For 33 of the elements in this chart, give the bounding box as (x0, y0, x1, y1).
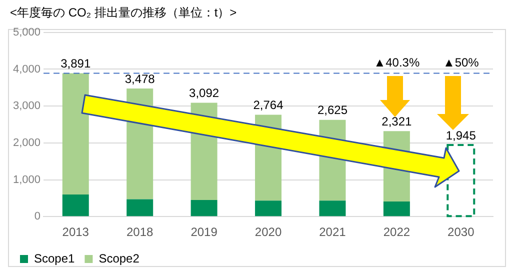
bar (255, 200, 282, 216)
x-tick-label: 2021 (319, 225, 346, 240)
legend-label: Scope2 (98, 251, 140, 266)
y-tick-label: 2,000 (12, 136, 41, 149)
x-tick-label: 2013 (62, 225, 90, 240)
legend-label: Scope1 (34, 251, 76, 266)
chart-title: <年度毎の CO₂ 排出量の推移（単位：t）> (10, 6, 237, 20)
total-label: 2,764 (253, 98, 284, 112)
total-label: 2,321 (382, 114, 412, 128)
total-label: 1,945 (446, 128, 476, 142)
bar (319, 200, 346, 216)
x-tick-label: 2019 (190, 225, 218, 240)
annotation: ▲50% (442, 56, 480, 70)
y-tick-label: 4,000 (12, 63, 41, 76)
total-label: 3,092 (189, 86, 220, 100)
x-tick-label: 2018 (126, 225, 154, 240)
annotation: ▲40.3% (374, 56, 420, 70)
x-tick-label: 2020 (254, 225, 282, 240)
y-tick-label: 0 (34, 210, 41, 223)
bar (446, 144, 476, 218)
x-tick-label: 2022 (383, 225, 410, 240)
total-label: 3,478 (124, 72, 156, 86)
bar (62, 194, 89, 216)
y-tick-label: 1,000 (12, 174, 41, 186)
y-tick-label: 5,000 (12, 26, 41, 38)
bar (126, 199, 154, 216)
bar (190, 200, 218, 216)
bar (62, 73, 89, 194)
bar (383, 201, 410, 216)
total-label: 3,891 (60, 56, 91, 71)
x-tick-label: 2030 (448, 225, 475, 240)
total-label: 2,625 (317, 103, 348, 118)
y-tick-label: 3,000 (12, 100, 41, 112)
